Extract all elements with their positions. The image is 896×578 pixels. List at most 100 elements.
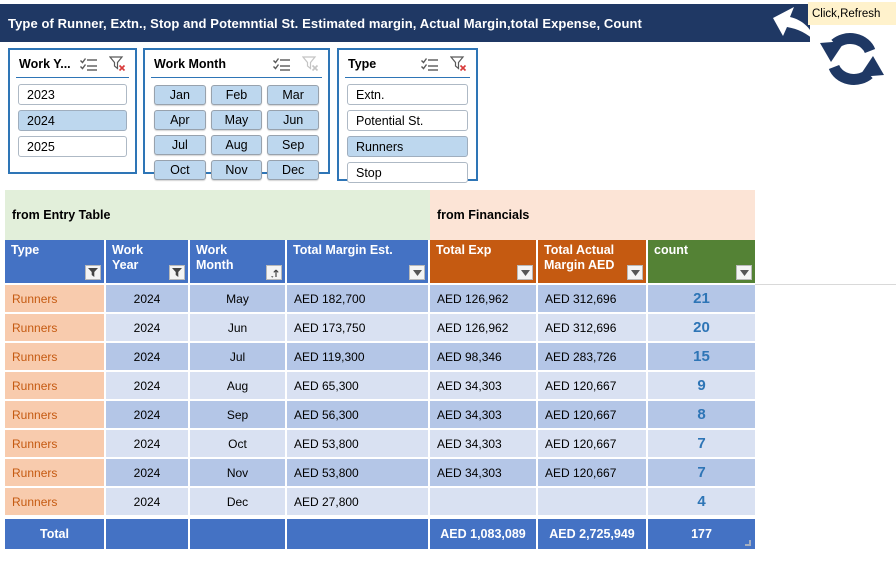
slicer-item-aug[interactable]: Aug — [210, 135, 263, 155]
cell-actual-margin[interactable]: AED 120,667 — [538, 459, 648, 486]
cell-margin-est[interactable]: AED 173,750 — [287, 314, 430, 341]
cell-work-month[interactable]: Dec — [190, 488, 287, 515]
cell-work-year[interactable]: 2024 — [106, 430, 190, 457]
slicer-type: Type Extn. Potential St. Runners Stop — [337, 48, 478, 183]
table-row: Runners 2024 Jul AED 119,300 AED 98,346 … — [5, 343, 755, 370]
cell-margin-est[interactable]: AED 119,300 — [287, 343, 430, 370]
cell-work-year[interactable]: 2024 — [106, 459, 190, 486]
filter-funnel-icon[interactable] — [169, 265, 185, 280]
multiselect-icon[interactable] — [78, 56, 98, 72]
cell-count[interactable]: 9 — [648, 372, 755, 399]
cell-count[interactable]: 15 — [648, 343, 755, 370]
cell-work-month[interactable]: Jun — [190, 314, 287, 341]
column-header-work-year: Work Year — [106, 240, 190, 283]
slicer-item-sep[interactable]: Sep — [267, 135, 319, 155]
cell-type[interactable]: Runners — [5, 488, 106, 515]
cell-total-exp[interactable]: AED 34,303 — [430, 372, 538, 399]
cell-total-exp[interactable]: AED 34,303 — [430, 459, 538, 486]
cell-work-month[interactable]: Aug — [190, 372, 287, 399]
cell-margin-est[interactable]: AED 53,800 — [287, 459, 430, 486]
cell-actual-margin[interactable]: AED 120,667 — [538, 430, 648, 457]
cell-type[interactable]: Runners — [5, 372, 106, 399]
cell-work-year[interactable]: 2024 — [106, 343, 190, 370]
slicer-item-apr[interactable]: Apr — [154, 110, 206, 130]
cell-total-exp[interactable]: AED 126,962 — [430, 285, 538, 312]
dropdown-arrow-icon[interactable] — [409, 265, 425, 280]
cell-margin-est[interactable]: AED 27,800 — [287, 488, 430, 515]
cell-work-year[interactable]: 2024 — [106, 285, 190, 312]
slicer-item-extn[interactable]: Extn. — [347, 84, 468, 105]
cell-total-exp[interactable]: AED 34,303 — [430, 401, 538, 428]
cell-type[interactable]: Runners — [5, 401, 106, 428]
cell-total-exp[interactable]: AED 126,962 — [430, 314, 538, 341]
cell-count[interactable]: 20 — [648, 314, 755, 341]
cell-work-month[interactable]: Nov — [190, 459, 287, 486]
cell-actual-margin[interactable]: AED 283,726 — [538, 343, 648, 370]
cell-count[interactable]: 21 — [648, 285, 755, 312]
slicer-item-runners[interactable]: Runners — [347, 136, 468, 157]
cell-count[interactable]: 7 — [648, 459, 755, 486]
cell-count[interactable]: 8 — [648, 401, 755, 428]
cell-actual-margin[interactable]: AED 120,667 — [538, 372, 648, 399]
cell-work-year[interactable]: 2024 — [106, 372, 190, 399]
cell-actual-margin[interactable] — [538, 488, 648, 515]
filter-funnel-icon[interactable] — [85, 265, 101, 280]
cell-actual-margin[interactable]: AED 312,696 — [538, 285, 648, 312]
column-header-total-margin-est: Total Margin Est. — [287, 240, 430, 283]
slicer-item-feb[interactable]: Feb — [210, 85, 263, 105]
multiselect-icon[interactable] — [271, 56, 291, 72]
refresh-instruction-label: Click,Refresh — [808, 2, 896, 25]
slicer-item-potential-st[interactable]: Potential St. — [347, 110, 468, 131]
column-header-work-month: Work Month — [190, 240, 287, 283]
cell-total-exp[interactable]: AED 98,346 — [430, 343, 538, 370]
cell-total-exp[interactable]: AED 34,303 — [430, 430, 538, 457]
slicer-item-mar[interactable]: Mar — [267, 85, 319, 105]
slicer-item-2024[interactable]: 2024 — [18, 110, 127, 131]
slicer-item-jun[interactable]: Jun — [267, 110, 319, 130]
cell-actual-margin[interactable]: AED 312,696 — [538, 314, 648, 341]
cell-work-year[interactable]: 2024 — [106, 314, 190, 341]
cell-margin-est[interactable]: AED 182,700 — [287, 285, 430, 312]
cell-margin-est[interactable]: AED 56,300 — [287, 401, 430, 428]
cell-actual-margin[interactable]: AED 120,667 — [538, 401, 648, 428]
slicer-item-stop[interactable]: Stop — [347, 162, 468, 183]
cell-type[interactable]: Runners — [5, 343, 106, 370]
slicer-item-2025[interactable]: 2025 — [18, 136, 127, 157]
slicer-item-may[interactable]: May — [210, 110, 263, 130]
cell-work-month[interactable]: Oct — [190, 430, 287, 457]
cell-type[interactable]: Runners — [5, 459, 106, 486]
table-resize-handle[interactable] — [745, 540, 751, 546]
cell-type[interactable]: Runners — [5, 285, 106, 312]
slicer-item-jan[interactable]: Jan — [154, 85, 206, 105]
cell-work-year[interactable]: 2024 — [106, 401, 190, 428]
column-header-type: Type — [5, 240, 106, 283]
cell-work-year[interactable]: 2024 — [106, 488, 190, 515]
cell-count[interactable]: 4 — [648, 488, 755, 515]
dropdown-arrow-icon[interactable] — [627, 265, 643, 280]
cell-work-month[interactable]: Sep — [190, 401, 287, 428]
clear-filter-icon[interactable] — [107, 56, 127, 72]
dropdown-arrow-icon[interactable] — [736, 265, 752, 280]
back-arrow-icon[interactable] — [770, 5, 820, 43]
table-row: Runners 2024 Aug AED 65,300 AED 34,303 A… — [5, 372, 755, 399]
cell-work-month[interactable]: May — [190, 285, 287, 312]
clear-filter-icon[interactable] — [448, 56, 468, 72]
slicer-work-month-title: Work Month — [154, 57, 226, 71]
dropdown-arrow-icon[interactable] — [517, 265, 533, 280]
cell-type[interactable]: Runners — [5, 430, 106, 457]
slicer-item-2023[interactable]: 2023 — [18, 84, 127, 105]
table-row: Runners 2024 Oct AED 53,800 AED 34,303 A… — [5, 430, 755, 457]
sort-ascending-icon[interactable] — [266, 265, 282, 280]
slicer-item-dec[interactable]: Dec — [267, 160, 319, 180]
cell-type[interactable]: Runners — [5, 314, 106, 341]
multiselect-icon[interactable] — [419, 56, 439, 72]
cell-count[interactable]: 7 — [648, 430, 755, 457]
refresh-icon[interactable] — [818, 29, 886, 89]
slicer-item-nov[interactable]: Nov — [210, 160, 263, 180]
cell-work-month[interactable]: Jul — [190, 343, 287, 370]
cell-margin-est[interactable]: AED 53,800 — [287, 430, 430, 457]
slicer-item-jul[interactable]: Jul — [154, 135, 206, 155]
slicer-item-oct[interactable]: Oct — [154, 160, 206, 180]
cell-total-exp[interactable] — [430, 488, 538, 515]
cell-margin-est[interactable]: AED 65,300 — [287, 372, 430, 399]
